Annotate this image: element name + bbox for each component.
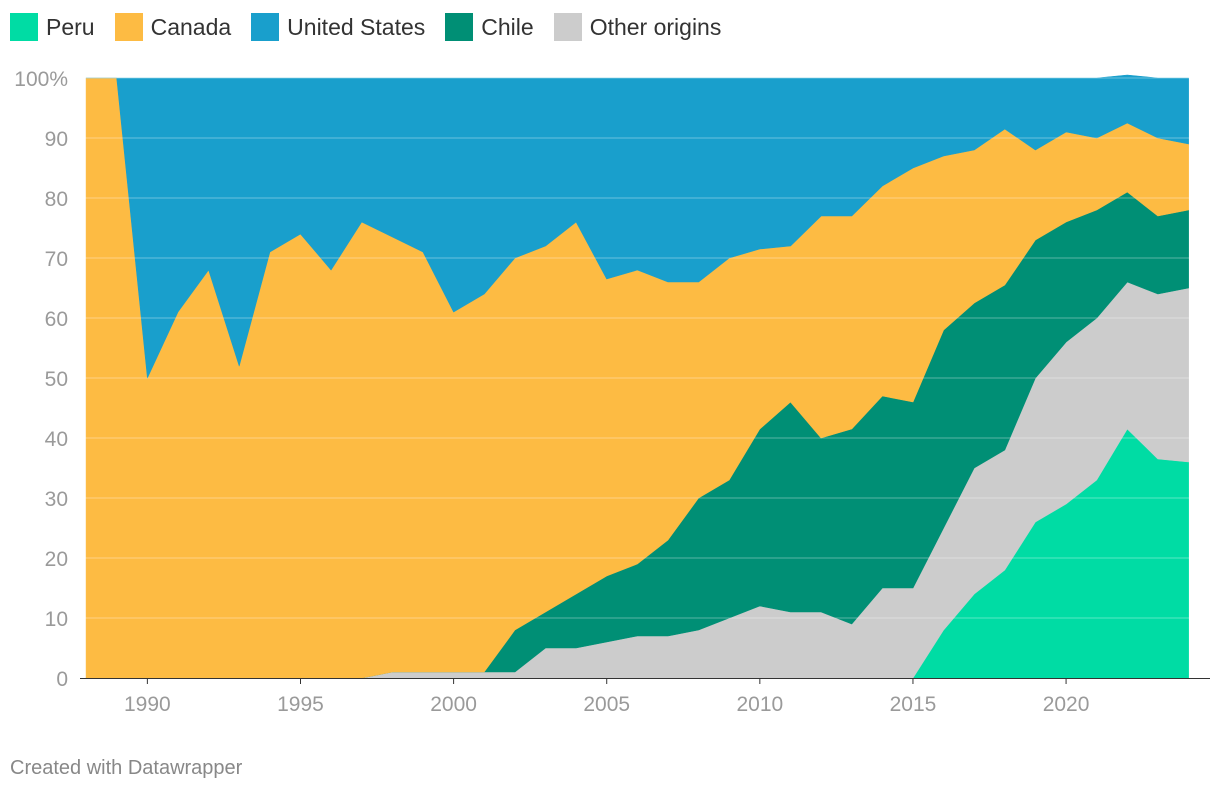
legend-item-canada: Canada <box>114 13 232 41</box>
y-tick-label-40: 40 <box>45 428 68 451</box>
legend-label-united-states: United States <box>287 13 426 40</box>
x-tick-label-2010: 2010 <box>736 693 783 716</box>
x-tick-label-2015: 2015 <box>890 693 937 716</box>
legend-item-peru: Peru <box>10 13 95 41</box>
legend: Peru Canada United States Chile Other or… <box>10 10 721 44</box>
y-tick-label-0: 0 <box>56 668 68 691</box>
legend-label-peru: Peru <box>46 13 95 40</box>
legend-swatch-peru <box>10 13 38 41</box>
x-tick-label-1995: 1995 <box>277 693 324 716</box>
y-tick-label-10: 10 <box>45 608 68 631</box>
legend-swatch-other-origins <box>553 13 582 41</box>
y-tick-label-50: 50 <box>45 368 68 391</box>
legend-item-other-origins: Other origins <box>553 13 722 41</box>
x-tick-label-1990: 1990 <box>124 693 171 716</box>
x-tick-label-2000: 2000 <box>430 693 477 716</box>
y-tick-label-90: 90 <box>45 128 68 151</box>
y-tick-label-20: 20 <box>45 548 68 571</box>
y-tick-label-100: 100% <box>14 68 68 91</box>
y-tick-label-30: 30 <box>45 488 68 511</box>
legend-swatch-united-states <box>251 13 280 41</box>
legend-swatch-canada <box>114 13 143 41</box>
x-tick-label-2005: 2005 <box>583 693 630 716</box>
y-tick-label-60: 60 <box>45 308 68 331</box>
x-tick-label-2020: 2020 <box>1043 693 1090 716</box>
legend-item-chile: Chile <box>445 13 534 41</box>
legend-label-other-origins: Other origins <box>589 13 722 40</box>
legend-label-chile: Chile <box>481 13 534 40</box>
footer-credit: Created with Datawrapper <box>10 757 243 779</box>
legend-label-canada: Canada <box>150 13 232 40</box>
y-tick-label-70: 70 <box>45 248 68 271</box>
series-area-united-states <box>85 74 1189 379</box>
legend-item-united-states: United States <box>251 13 425 41</box>
legend-swatch-chile <box>445 13 474 41</box>
y-tick-label-80: 80 <box>45 188 68 211</box>
